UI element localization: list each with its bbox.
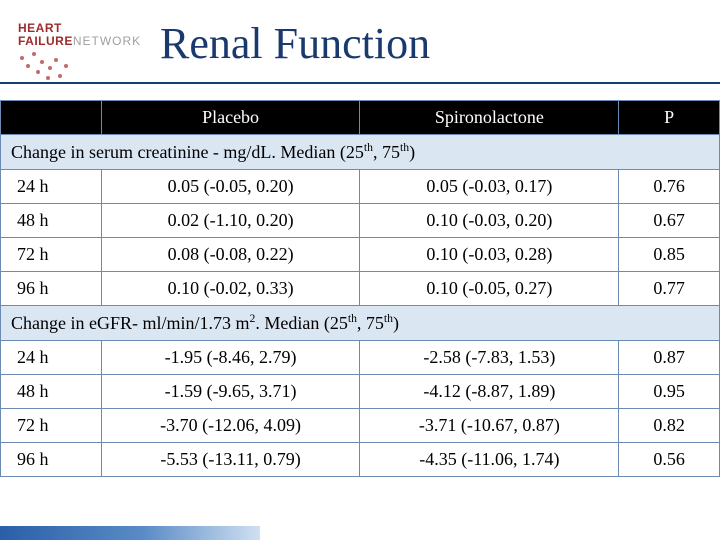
row-time: 48 h <box>1 375 102 409</box>
cell-placebo: -5.53 (-13.11, 0.79) <box>101 443 360 477</box>
table-row: 72 h-3.70 (-12.06, 4.09)-3.71 (-10.67, 0… <box>1 409 720 443</box>
logo-line2b: NETWORK <box>73 34 141 48</box>
cell-placebo: 0.05 (-0.05, 0.20) <box>101 170 360 204</box>
table-row: 48 h0.02 (-1.10, 0.20)0.10 (-0.03, 0.20)… <box>1 204 720 238</box>
section-label: Change in serum creatinine - mg/dL. Medi… <box>1 135 720 170</box>
table-row: 96 h-5.53 (-13.11, 0.79)-4.35 (-11.06, 1… <box>1 443 720 477</box>
header-blank <box>1 101 102 135</box>
cell-placebo: -1.95 (-8.46, 2.79) <box>101 341 360 375</box>
row-time: 96 h <box>1 443 102 477</box>
data-table-wrap: Placebo Spironolactone P Change in serum… <box>0 100 720 477</box>
table-row: 48 h-1.59 (-9.65, 3.71)-4.12 (-8.87, 1.8… <box>1 375 720 409</box>
logo-dots-icon <box>18 52 78 92</box>
data-table: Placebo Spironolactone P Change in serum… <box>0 100 720 477</box>
row-time: 96 h <box>1 272 102 306</box>
row-time: 24 h <box>1 341 102 375</box>
cell-placebo: -3.70 (-12.06, 4.09) <box>101 409 360 443</box>
table-row: 24 h0.05 (-0.05, 0.20)0.05 (-0.03, 0.17)… <box>1 170 720 204</box>
cell-p: 0.95 <box>619 375 720 409</box>
header: HEART FAILURENETWORK Renal Function <box>0 0 720 100</box>
section-label: Change in eGFR- ml/min/1.73 m2. Median (… <box>1 306 720 341</box>
cell-spiro: 0.05 (-0.03, 0.17) <box>360 170 619 204</box>
table-row: 72 h0.08 (-0.08, 0.22)0.10 (-0.03, 0.28)… <box>1 238 720 272</box>
header-spiro: Spironolactone <box>360 101 619 135</box>
section-row: Change in eGFR- ml/min/1.73 m2. Median (… <box>1 306 720 341</box>
table-header-row: Placebo Spironolactone P <box>1 101 720 135</box>
table-row: 24 h-1.95 (-8.46, 2.79)-2.58 (-7.83, 1.5… <box>1 341 720 375</box>
cell-p: 0.85 <box>619 238 720 272</box>
cell-spiro: -2.58 (-7.83, 1.53) <box>360 341 619 375</box>
logo-line2a: FAILURE <box>18 34 73 48</box>
page-title: Renal Function <box>160 18 430 69</box>
cell-spiro: -4.12 (-8.87, 1.89) <box>360 375 619 409</box>
header-placebo: Placebo <box>101 101 360 135</box>
cell-p: 0.82 <box>619 409 720 443</box>
cell-p: 0.56 <box>619 443 720 477</box>
cell-p: 0.77 <box>619 272 720 306</box>
logo: HEART FAILURENETWORK <box>18 22 141 47</box>
cell-p: 0.67 <box>619 204 720 238</box>
cell-placebo: 0.08 (-0.08, 0.22) <box>101 238 360 272</box>
cell-spiro: 0.10 (-0.05, 0.27) <box>360 272 619 306</box>
cell-spiro: 0.10 (-0.03, 0.20) <box>360 204 619 238</box>
row-time: 24 h <box>1 170 102 204</box>
cell-p: 0.76 <box>619 170 720 204</box>
footer-gradient-bar <box>0 526 260 540</box>
cell-spiro: -4.35 (-11.06, 1.74) <box>360 443 619 477</box>
section-row: Change in serum creatinine - mg/dL. Medi… <box>1 135 720 170</box>
row-time: 48 h <box>1 204 102 238</box>
title-underline <box>0 82 720 84</box>
cell-spiro: -3.71 (-10.67, 0.87) <box>360 409 619 443</box>
cell-placebo: -1.59 (-9.65, 3.71) <box>101 375 360 409</box>
row-time: 72 h <box>1 409 102 443</box>
cell-spiro: 0.10 (-0.03, 0.28) <box>360 238 619 272</box>
header-p: P <box>619 101 720 135</box>
cell-placebo: 0.02 (-1.10, 0.20) <box>101 204 360 238</box>
row-time: 72 h <box>1 238 102 272</box>
table-row: 96 h0.10 (-0.02, 0.33)0.10 (-0.05, 0.27)… <box>1 272 720 306</box>
cell-p: 0.87 <box>619 341 720 375</box>
cell-placebo: 0.10 (-0.02, 0.33) <box>101 272 360 306</box>
